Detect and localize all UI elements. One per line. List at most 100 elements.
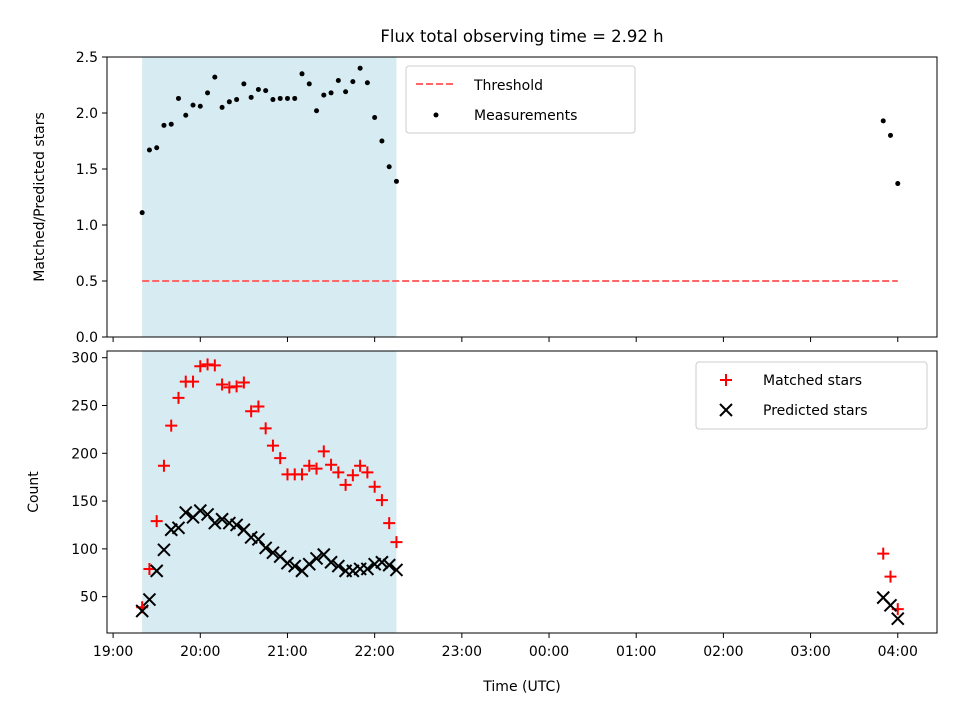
predicted-star-point bbox=[360, 562, 375, 576]
measurement-point bbox=[357, 65, 363, 71]
ratio-panel: 0.0 0.5 1.0 1.5 2.0 2.5 Matched/Predicted sta… bbox=[32, 50, 938, 346]
predicted-star-point bbox=[258, 541, 273, 555]
measurement-point bbox=[205, 90, 211, 96]
measurement-point bbox=[386, 164, 392, 170]
y-tick-label: 2.0 bbox=[76, 106, 98, 122]
matched-star-point bbox=[172, 391, 185, 404]
count-y-axis-label: Count bbox=[26, 471, 42, 513]
predicted-star-point bbox=[280, 556, 295, 570]
y-tick-label: 300 bbox=[71, 351, 98, 367]
matched-star-point bbox=[208, 359, 221, 372]
measurement-point bbox=[226, 99, 232, 105]
matched-star-point bbox=[325, 458, 338, 471]
x-tick-label: 01:00 bbox=[616, 644, 656, 660]
matched-star-point bbox=[390, 536, 403, 549]
measurement-point bbox=[219, 104, 225, 110]
matched-star-point bbox=[245, 405, 258, 418]
measurement-point bbox=[314, 108, 320, 114]
y-tick-label: 100 bbox=[71, 542, 98, 558]
measurement-point bbox=[175, 95, 181, 101]
measurement-point bbox=[190, 102, 196, 108]
matched-star-point bbox=[332, 466, 345, 479]
measurement-point bbox=[183, 112, 189, 118]
ratio-axes-frame bbox=[106, 56, 938, 338]
predicted-star-point bbox=[193, 503, 207, 518]
matched-star-point bbox=[339, 478, 352, 491]
matched-star-point bbox=[346, 469, 359, 482]
predicted-star-point bbox=[375, 555, 389, 569]
matched-star-point bbox=[187, 375, 200, 388]
x-tick-label: 02:00 bbox=[703, 644, 743, 660]
y-tick-label: 1.0 bbox=[76, 218, 98, 234]
predicted-star-point bbox=[142, 592, 157, 607]
measurement-point bbox=[234, 97, 240, 103]
predicted-star-point bbox=[331, 559, 346, 573]
predicted-star-point bbox=[179, 505, 193, 520]
measurement-point bbox=[888, 132, 894, 138]
predicted-star-point bbox=[288, 559, 302, 573]
matched-star-point bbox=[375, 494, 388, 507]
y-tick-label: 250 bbox=[71, 398, 98, 414]
matched-star-point bbox=[194, 360, 207, 373]
predicted-star-point bbox=[157, 543, 171, 557]
count-legend: Matched stars Predicted stars bbox=[695, 361, 928, 430]
measurement-point bbox=[241, 81, 247, 87]
count-legend-box bbox=[695, 361, 928, 430]
matched-star-point bbox=[230, 380, 243, 393]
matched-star-point bbox=[303, 459, 316, 472]
x-tick-label: 04:00 bbox=[878, 644, 918, 660]
figure-title: Flux total observing time = 2.92 h bbox=[380, 27, 663, 46]
measurement-point bbox=[248, 94, 254, 100]
ratio-legend-box bbox=[405, 65, 636, 134]
y-tick-label: 150 bbox=[71, 494, 98, 510]
x-tick-label: 19:00 bbox=[93, 644, 133, 660]
count-axes-frame bbox=[106, 350, 938, 634]
measurement-point bbox=[379, 138, 385, 144]
measurement-point bbox=[255, 86, 261, 92]
y-tick-label: 2.5 bbox=[76, 50, 98, 66]
measurement-point bbox=[139, 210, 145, 216]
measurement-point bbox=[292, 95, 298, 101]
matched-star-point bbox=[266, 439, 279, 452]
measurement-point bbox=[350, 79, 356, 85]
count-shaded-span bbox=[142, 351, 397, 633]
x-tick-label: 23:00 bbox=[442, 644, 482, 660]
measurement-point bbox=[146, 147, 152, 153]
measurement-point bbox=[263, 88, 269, 94]
matched-star-point bbox=[252, 400, 265, 413]
measurement-point bbox=[197, 103, 203, 109]
legend-threshold-label: Threshold bbox=[473, 78, 543, 94]
x-tick-label: 20:00 bbox=[180, 644, 220, 660]
ratio-legend: Threshold Measurements bbox=[405, 65, 636, 134]
predicted-star-point bbox=[302, 557, 316, 571]
legend-measurements-label: Measurements bbox=[474, 108, 577, 124]
predicted-star-point bbox=[266, 545, 280, 560]
predicted-star-point bbox=[389, 563, 404, 577]
legend-matched-swatch bbox=[720, 374, 732, 386]
predicted-star-point bbox=[149, 564, 164, 578]
predicted-star-point bbox=[215, 512, 229, 526]
measurement-point bbox=[284, 95, 290, 101]
measurement-point bbox=[364, 80, 370, 86]
matched-star-point bbox=[310, 462, 323, 475]
matched-star-point bbox=[150, 515, 163, 528]
predicted-star-point bbox=[891, 611, 905, 626]
matched-star-point bbox=[354, 459, 367, 472]
matched-star-point bbox=[274, 452, 287, 465]
measurement-point bbox=[154, 145, 160, 151]
matched-star-point bbox=[884, 570, 897, 583]
ratio-y-axis-label: Matched/Predicted stars bbox=[32, 112, 48, 282]
measurement-point bbox=[880, 118, 886, 124]
x-tick-label: 03:00 bbox=[790, 644, 830, 660]
measurement-point bbox=[306, 81, 312, 87]
predicted-star-point bbox=[229, 518, 244, 532]
x-axis-label: Time (UTC) bbox=[482, 679, 560, 695]
measurement-point bbox=[372, 114, 378, 120]
predicted-star-point bbox=[208, 516, 222, 530]
measurement-point bbox=[299, 71, 305, 77]
measurement-point bbox=[321, 92, 327, 98]
measurement-point bbox=[895, 181, 901, 187]
measurement-point bbox=[168, 121, 174, 127]
matched-star-point bbox=[383, 517, 396, 530]
